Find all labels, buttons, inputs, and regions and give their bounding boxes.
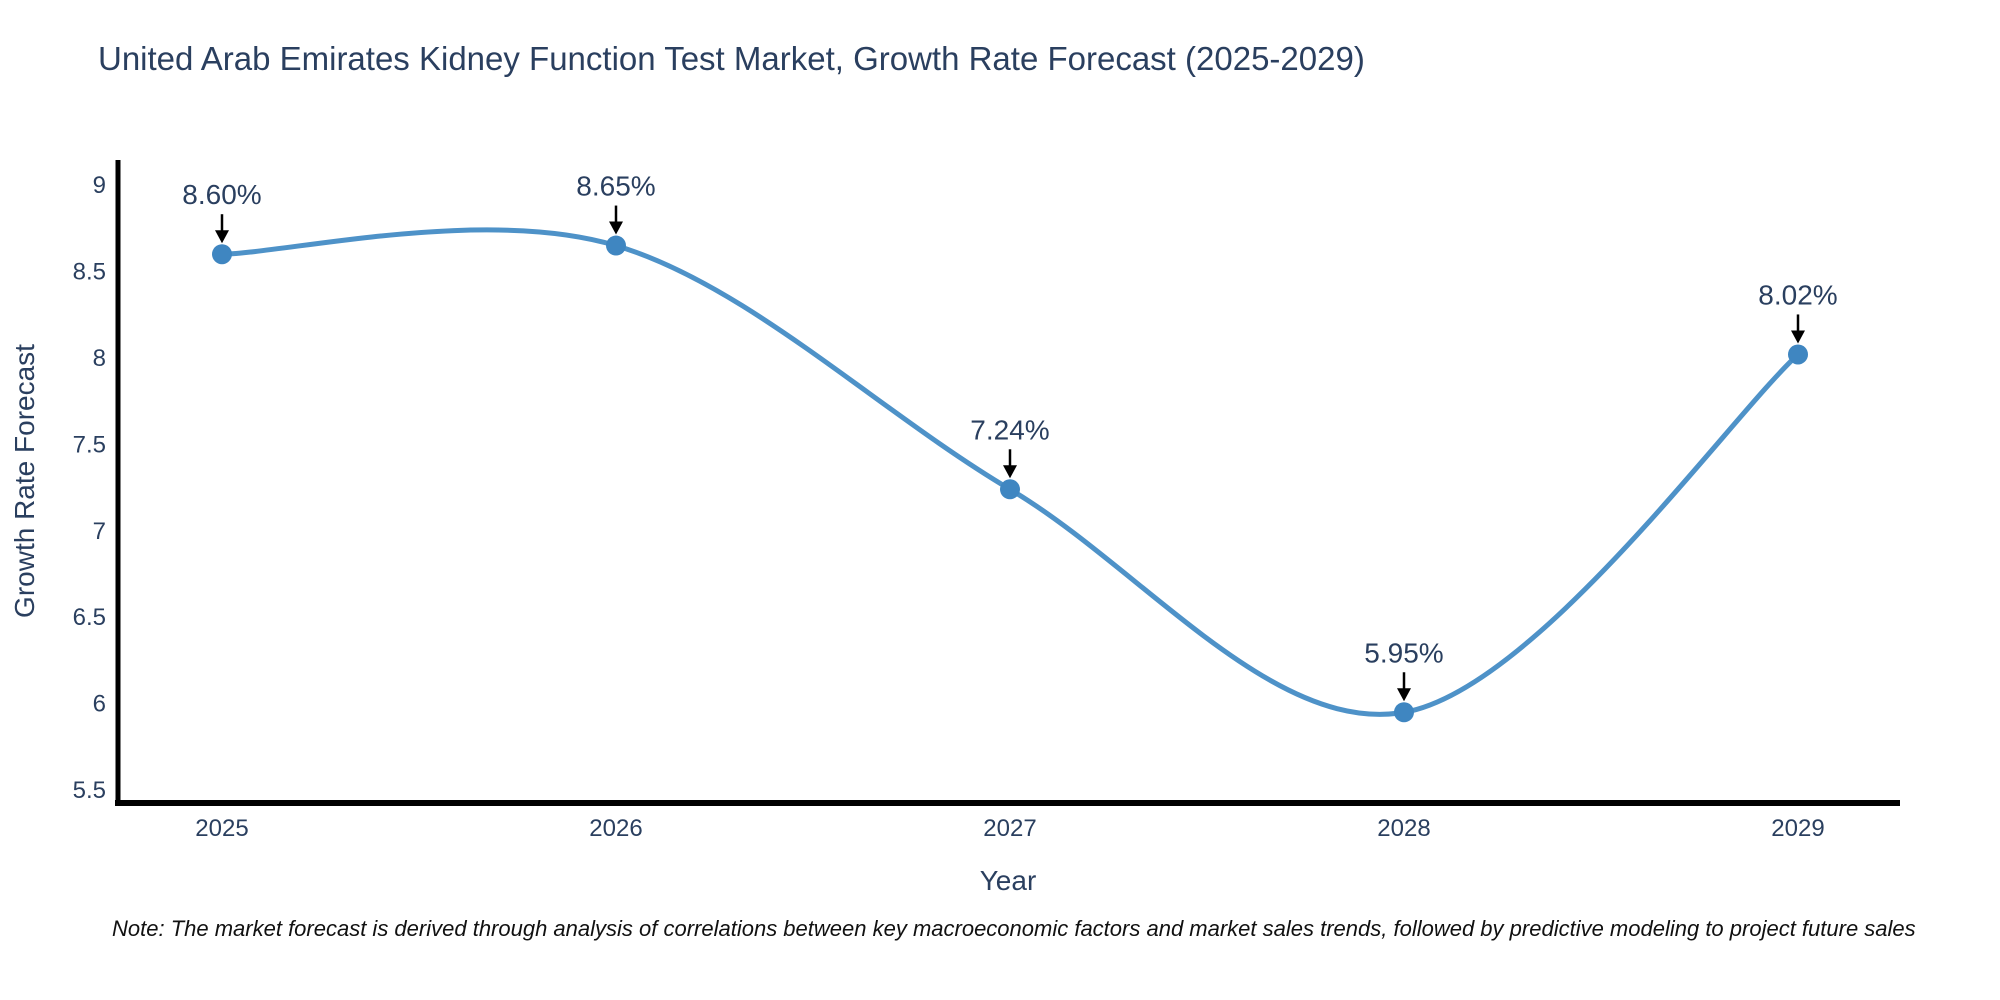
annotation-label: 8.02% [1758, 279, 1837, 310]
annotation-label: 8.65% [576, 171, 655, 202]
chart-title: United Arab Emirates Kidney Function Tes… [98, 40, 1365, 77]
data-point-marker-2025 [212, 244, 232, 265]
annotation-2026: 8.65% [576, 171, 656, 235]
annotation-arrowhead-icon [1003, 465, 1017, 479]
forecast-line [219, 227, 1801, 717]
y-axis-title: Growth Rate Forecast [9, 344, 40, 618]
x-tick-label: 2029 [1771, 815, 1824, 842]
annotation-layer: 8.60% 8.65% 7.24% 5.95% 8.02% [182, 171, 1838, 702]
x-tick-label: 2025 [195, 815, 248, 842]
data-point-marker-2029 [1788, 344, 1808, 365]
y-tick-label: 5.5 [73, 777, 106, 804]
annotation-2028: 5.95% [1364, 637, 1444, 702]
annotation-arrowhead-icon [1397, 688, 1411, 702]
data-point-marker-2028 [1394, 702, 1414, 723]
y-tick-label: 8 [93, 345, 106, 372]
annotation-2029: 8.02% [1758, 279, 1838, 344]
x-axis-title: Year [980, 865, 1037, 896]
chart-note: Note: The market forecast is derived thr… [112, 916, 1916, 941]
annotation-arrowhead-icon [1791, 330, 1805, 344]
y-tick-label: 7.5 [73, 431, 106, 458]
annotation-arrowhead-icon [609, 221, 623, 235]
annotation-label: 5.95% [1364, 637, 1443, 668]
x-tick-label: 2027 [983, 815, 1036, 842]
y-tick-label: 6 [93, 691, 106, 718]
y-tick-label: 8.5 [73, 258, 106, 285]
axes-layer: 5.5 6 6.5 7 7.5 8 8.5 9 2025 2026 2027 2028 2029 [73, 160, 1900, 842]
data-point-marker-2026 [606, 235, 626, 256]
annotation-2027: 7.24% [970, 414, 1050, 479]
x-tick-label: 2026 [589, 815, 642, 842]
annotation-label: 8.60% [182, 179, 261, 210]
data-point-marker-2027 [1000, 479, 1020, 500]
series-layer [212, 227, 1808, 723]
x-tick-label: 2028 [1377, 815, 1430, 842]
y-tick-label: 6.5 [73, 604, 106, 631]
y-tick-label: 9 [93, 172, 106, 199]
annotation-arrowhead-icon [215, 230, 229, 244]
annotation-2025: 8.60% [182, 179, 262, 244]
y-tick-label: 7 [93, 518, 106, 545]
annotation-label: 7.24% [970, 414, 1049, 445]
